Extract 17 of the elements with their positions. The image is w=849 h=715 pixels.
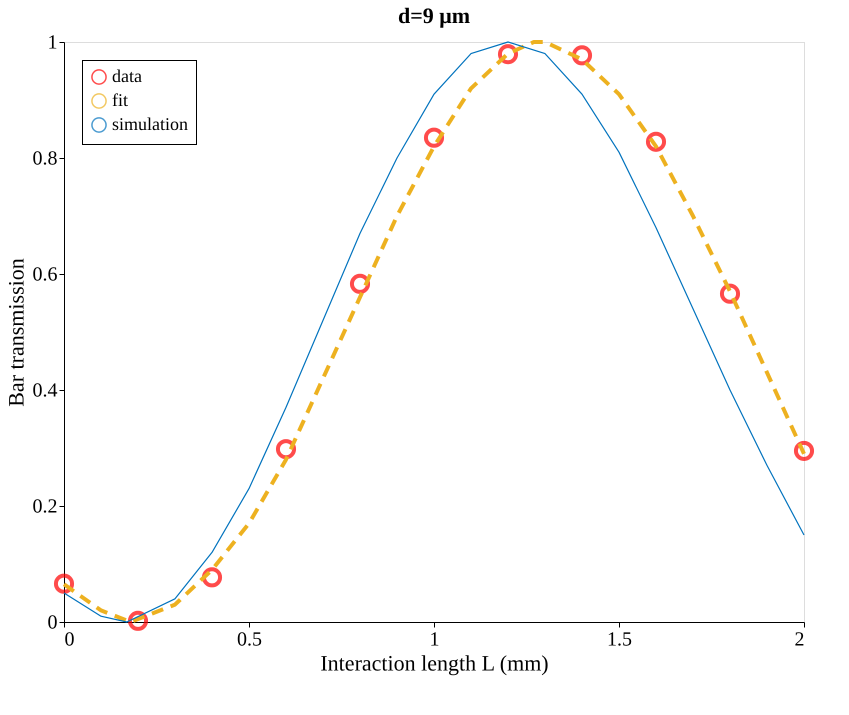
x-tick-label: 2 — [794, 628, 804, 650]
legend-label: fit — [112, 90, 128, 110]
x-tick-label: 1 — [430, 628, 440, 650]
x-tick-label: 0 — [64, 628, 74, 650]
chart-title: d=9 μm — [398, 3, 470, 28]
y-tick-label: 0.6 — [32, 264, 58, 286]
x-tick-label: 0.5 — [237, 628, 262, 650]
x-tick-label: 1.5 — [607, 628, 632, 650]
y-tick-label: 1 — [48, 32, 58, 54]
y-tick-label: 0.4 — [32, 380, 58, 402]
legend-label: data — [112, 66, 142, 86]
x-axis-title: Interaction length L (mm) — [320, 650, 549, 676]
y-axis-title: Bar transmission — [4, 258, 28, 407]
y-tick-label: 0.8 — [32, 148, 58, 170]
legend-label: simulation — [112, 114, 188, 134]
y-tick-label: 0 — [48, 612, 58, 634]
y-tick-label: 0.2 — [32, 496, 58, 518]
